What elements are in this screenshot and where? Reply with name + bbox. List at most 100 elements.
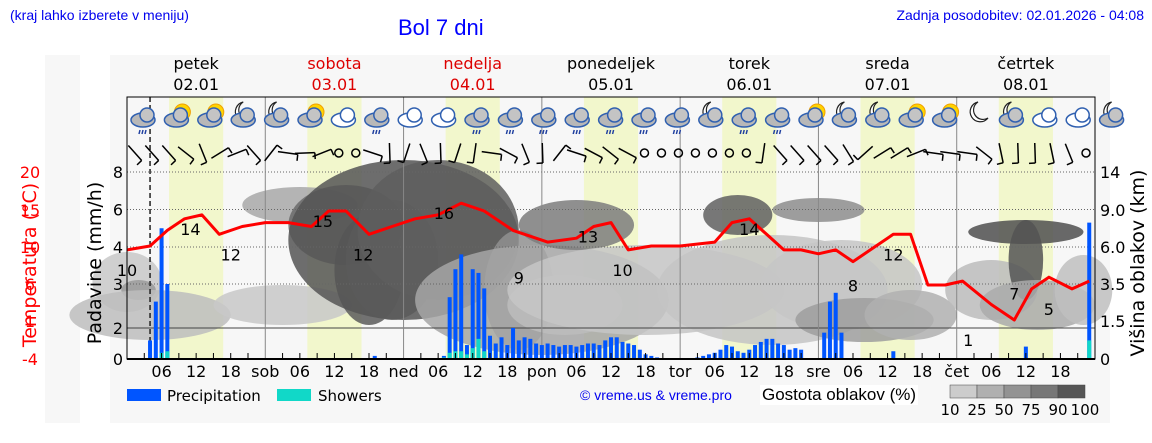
x-axis-day-label: čet bbox=[944, 362, 969, 381]
cloud-height-tick: 6.0 bbox=[1100, 238, 1125, 257]
wind-barb-icon bbox=[397, 143, 411, 164]
temperature-value-label: 7 bbox=[1009, 284, 1019, 303]
calm-wind-icon bbox=[334, 148, 344, 158]
precip-tick: 8 bbox=[113, 163, 123, 182]
precipitation-swatch bbox=[127, 389, 161, 401]
x-axis-hour-label: 18 bbox=[912, 362, 932, 381]
day-name: nedelja bbox=[443, 54, 502, 73]
wind-barb-icon bbox=[127, 145, 143, 166]
cloud-height-tick: 9.0 bbox=[1100, 201, 1125, 220]
wind-barb-icon bbox=[618, 147, 637, 164]
cloud-density-step-label: 90 bbox=[1048, 401, 1067, 419]
x-axis-hour-label: 06 bbox=[428, 362, 448, 381]
wind-barb-icon bbox=[584, 147, 604, 164]
wind-barb-icon bbox=[873, 147, 895, 159]
wind-barb-icon bbox=[211, 147, 233, 159]
gridlines bbox=[127, 97, 1095, 359]
x-axis-day-label: sre bbox=[806, 362, 830, 381]
cloud-icon bbox=[430, 107, 457, 128]
cloud-height-tick: 14 bbox=[1100, 163, 1120, 182]
wind-barb-icon bbox=[923, 150, 944, 161]
day-date: 02.01 bbox=[173, 75, 219, 94]
sun-cloud-icon bbox=[197, 103, 225, 128]
x-axis-hour-label: 06 bbox=[705, 362, 725, 381]
cloud-density-step-label: 75 bbox=[1021, 401, 1040, 419]
wind-barb-icon bbox=[1028, 142, 1037, 165]
x-axis-hour-label: 12 bbox=[601, 362, 621, 381]
wind-barb-icon bbox=[755, 142, 766, 164]
cloud-height-axis-label: Višina oblakov (km) bbox=[1127, 170, 1149, 357]
wind-barb-icon bbox=[481, 150, 503, 161]
wind-barb-icon bbox=[448, 143, 462, 164]
temperature-tick: 1 bbox=[25, 312, 35, 331]
location-hint-link[interactable]: (kraj lahko izberete v meniju) bbox=[10, 7, 189, 23]
moon-cloud-icon bbox=[998, 101, 1025, 128]
wind-barb-icon bbox=[940, 150, 961, 161]
temperature-value-label: 5 bbox=[1044, 300, 1054, 319]
x-axis-hour-label: 12 bbox=[186, 362, 206, 381]
temperature-value-label: 12 bbox=[221, 245, 241, 264]
day-name: torek bbox=[729, 54, 771, 73]
cloud-height-tick: 3.5 bbox=[1100, 275, 1125, 294]
x-axis-hour-label: 06 bbox=[981, 362, 1001, 381]
wind-barb-icon bbox=[521, 143, 531, 166]
day-name: sobota bbox=[307, 54, 361, 73]
wind-barb-icon bbox=[566, 149, 587, 163]
wind-barb-icon bbox=[434, 142, 442, 165]
cloud-density-step-label: 25 bbox=[967, 401, 986, 419]
day-date: 08.01 bbox=[1003, 75, 1049, 94]
wind-barb-icon bbox=[246, 145, 262, 166]
cloud-density-swatch bbox=[949, 384, 978, 399]
copyright-link[interactable]: © vreme.us & vreme.pro bbox=[580, 387, 732, 403]
wind-barb-icon bbox=[773, 145, 788, 166]
rain-cloud-icon bbox=[364, 107, 390, 135]
cloud-density-step-label: 10 bbox=[940, 401, 959, 419]
precip-tick: 4 bbox=[113, 238, 123, 257]
wind-barb-icon bbox=[466, 142, 477, 164]
wind-barb-icon bbox=[1011, 142, 1020, 165]
cloud-icon bbox=[330, 107, 357, 128]
moon-cloud-icon bbox=[698, 101, 724, 128]
wind-barb-icon bbox=[824, 145, 839, 166]
temperature-axis-panel bbox=[45, 55, 80, 423]
day-name: sreda bbox=[865, 54, 909, 73]
wind-barb-icon bbox=[1047, 143, 1055, 166]
wind-barb-icon bbox=[842, 144, 855, 166]
temperature-tick: 15 bbox=[20, 201, 40, 220]
temperature-value-label: 15 bbox=[313, 212, 333, 231]
temperature-value-label: 14 bbox=[180, 220, 200, 239]
sun-cloud-icon bbox=[297, 103, 325, 128]
temperature-value-label: 8 bbox=[848, 277, 858, 296]
precip-axis-label: Padavine (mm/h) bbox=[84, 182, 106, 345]
x-axis-hour-label: 18 bbox=[1050, 362, 1070, 381]
wind-barb-icon bbox=[890, 147, 912, 159]
wind-barb-icon bbox=[996, 143, 1004, 166]
x-axis-hour-label: 18 bbox=[221, 362, 241, 381]
precipitation-bars bbox=[148, 222, 1092, 359]
wind-barb-icon bbox=[499, 147, 519, 164]
wind-barb-icon bbox=[602, 146, 619, 165]
x-axis-hour-label: 06 bbox=[843, 362, 863, 381]
showers-legend-label: Showers bbox=[318, 387, 382, 405]
x-axis-hour-label: 12 bbox=[463, 362, 483, 381]
day-name: četrtek bbox=[997, 54, 1055, 73]
day-date: 05.01 bbox=[588, 75, 634, 94]
cloud-density-swatch bbox=[1003, 384, 1032, 399]
last-update-text: Zadnja posodobitev: 02.01.2026 - 04:08 bbox=[896, 7, 1144, 23]
wind-barb-icon bbox=[363, 149, 383, 163]
cloud-density-swatch bbox=[976, 384, 1005, 399]
wind-barb-icon bbox=[957, 150, 978, 161]
rain-cloud-icon bbox=[497, 107, 524, 135]
wind-barb-icon bbox=[975, 146, 993, 165]
page-title: Bol 7 dni bbox=[398, 15, 484, 40]
precip-tick: 2 bbox=[113, 319, 123, 338]
wind-barb-icon bbox=[161, 145, 177, 166]
temperature-value-label: 12 bbox=[883, 245, 903, 264]
cloud-height-tick: 0 bbox=[1100, 350, 1110, 369]
calm-wind-icon bbox=[1081, 148, 1091, 158]
rain-cloud-icon bbox=[664, 107, 691, 135]
wind-barb-icon bbox=[383, 142, 391, 165]
wind-barb-icon bbox=[552, 144, 572, 162]
rain-cloud-icon bbox=[731, 107, 757, 135]
